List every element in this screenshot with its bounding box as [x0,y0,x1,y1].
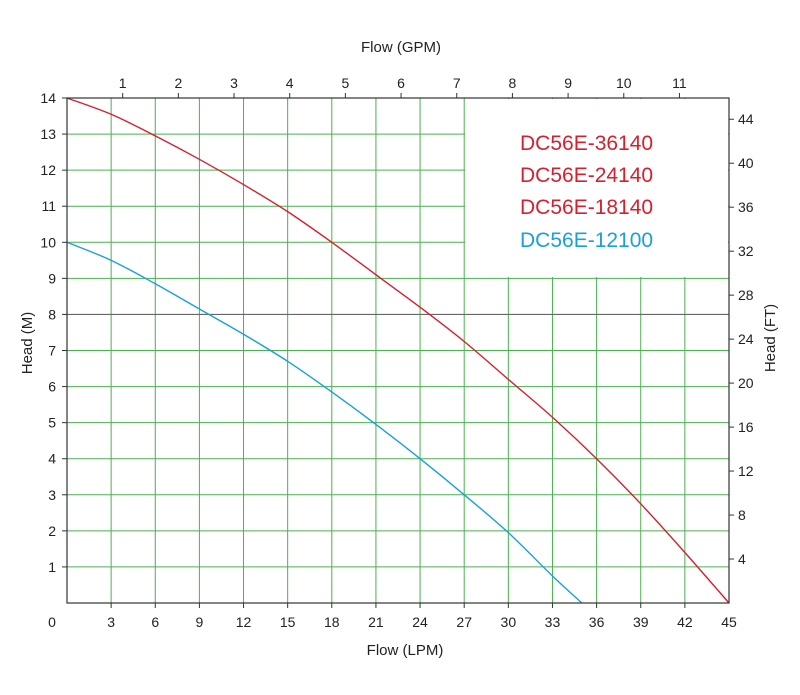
x2-tick-label: 4 [286,75,294,91]
x-axis-title: Flow (LPM) [367,642,444,659]
x-tick-label: 36 [589,614,605,630]
legend-label-2: DC56E-24140 [520,164,653,187]
y2-tick-label: 28 [738,287,754,303]
x2-tick-label: 7 [453,75,461,91]
x-tick-label: 18 [324,614,340,630]
y-tick-label: 2 [48,523,56,539]
x-tick-label: 24 [412,614,428,630]
y2-tick-label: 36 [738,199,754,215]
y2-tick-label: 12 [738,463,754,479]
y-axis-title: Head (M) [19,312,36,375]
x-tick-label: 30 [501,614,517,630]
y2-tick-label: 40 [738,155,754,171]
y-tick-label: 5 [48,415,56,431]
x2-tick-label: 8 [509,75,517,91]
y2-tick-label: 16 [738,419,754,435]
y2-tick-label: 32 [738,243,754,259]
x-tick-label: 45 [721,614,737,630]
y2-tick-label: 20 [738,375,754,391]
x-tick-label: 0 [48,614,56,630]
x-tick-label: 15 [280,614,296,630]
y-tick-label: 7 [48,343,56,359]
y-tick-label: 3 [48,487,56,503]
x2-tick-label: 2 [174,75,182,91]
series-line-1 [66,97,730,604]
y2-axis-title: Head (FT) [762,304,779,372]
x2-tick-label: 6 [397,75,405,91]
x-tick-label: 12 [236,614,252,630]
y-tick-label: 8 [48,306,56,322]
x2-tick-label: 9 [564,75,572,91]
series [66,97,730,604]
series-line-2 [66,241,583,604]
x2-tick-label: 5 [341,75,349,91]
legend-label-3: DC56E-18140 [520,196,653,219]
y-tick-label: 1 [48,559,56,575]
y-tick-label: 11 [41,198,56,214]
x-tick-label: 9 [196,614,204,630]
y-tick-label: 13 [40,126,56,142]
x2-tick-label: 1 [119,75,127,91]
y-tick-label: 6 [48,379,56,395]
y-tick-label: 10 [40,234,56,250]
y2-tick-label: 8 [738,507,746,523]
x2-tick-label: 11 [672,75,687,91]
y2-tick-label: 24 [738,331,754,347]
y-tick-label: 4 [48,451,56,467]
x-tick-label: 27 [456,614,472,630]
x-tick-label: 42 [677,614,693,630]
legend-box [465,99,728,277]
y-tick-label: 12 [40,162,56,178]
x2-axis-title: Flow (GPM) [361,39,441,56]
y-tick-label: 14 [40,90,56,106]
x2-tick-label: 3 [230,75,238,91]
y-tick-label: 9 [48,270,56,286]
legend-label-4: DC56E-12100 [520,229,653,252]
x-tick-label: 33 [545,614,561,630]
x-tick-label: 21 [368,614,384,630]
tick-labels: 0 3 6 9 12 15 18 21 24 27 30 33 36 39 42 45123456789101… [40,75,753,630]
x-tick-label: 3 [107,614,115,630]
legend-label-1: DC56E-36140 [520,132,653,155]
y2-tick-label: 4 [738,551,746,567]
x2-tick-label: 10 [616,75,632,91]
x-tick-label: 39 [633,614,649,630]
x-tick-label: 6 [151,614,159,630]
legend: DC56E-36140 DC56E-24140 DC56E-18140 DC56… [520,132,653,252]
y2-tick-label: 44 [738,111,754,127]
legend-background [465,99,728,277]
